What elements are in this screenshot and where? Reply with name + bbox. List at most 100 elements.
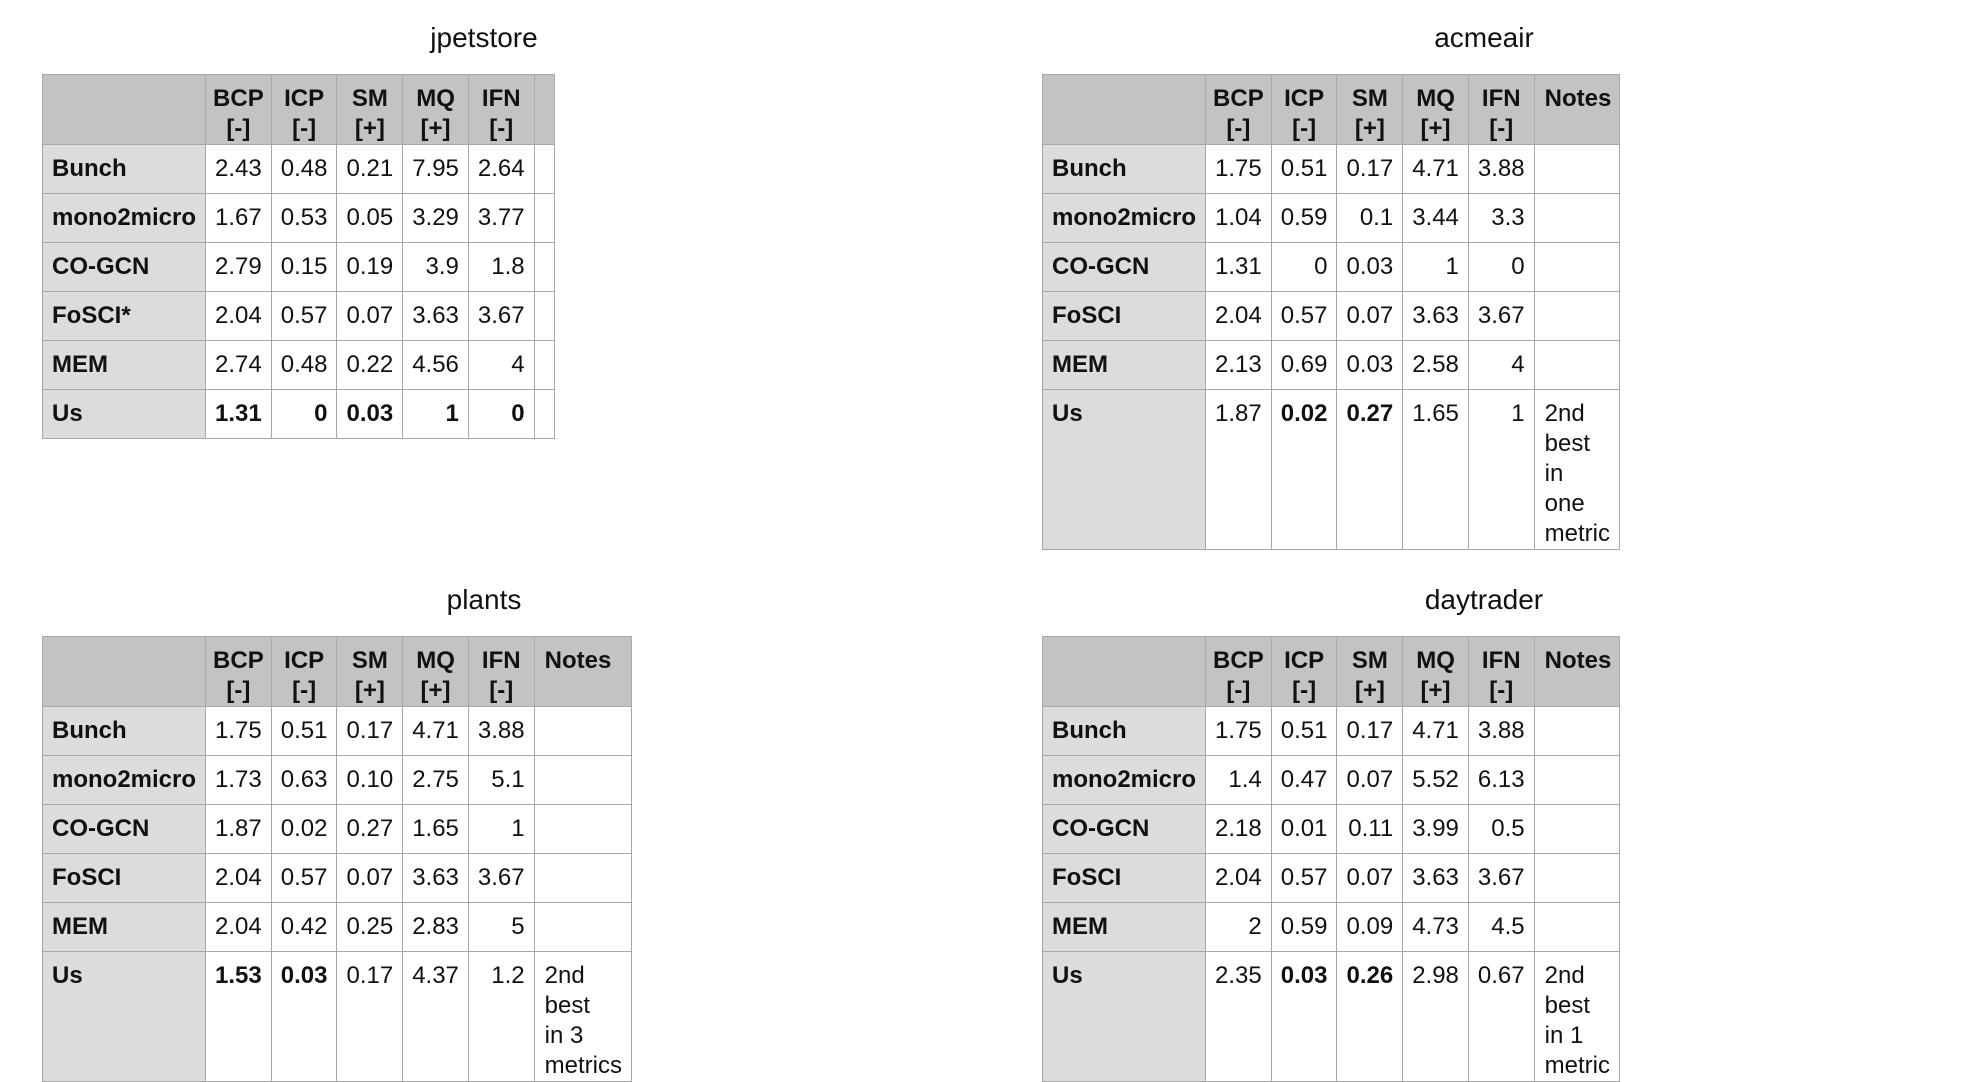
note-line: 2nd best	[544, 962, 590, 1019]
method-name: MEM	[41, 902, 207, 952]
method-name: MEM	[41, 340, 207, 390]
metric-value: 0.21	[336, 144, 404, 194]
metric-value: 2.79	[205, 242, 272, 292]
metric-value: 1	[1402, 242, 1469, 292]
metric-value: 1.31	[1205, 242, 1272, 292]
column-header: SM [+]	[1336, 74, 1404, 145]
metric-value: 0.09	[1336, 902, 1404, 952]
notes-cell	[533, 291, 555, 341]
metric-value: 0.42	[270, 902, 338, 952]
metric-value: 0.03	[1270, 951, 1338, 1082]
metric-value: 2.04	[205, 291, 272, 341]
header-corner	[41, 636, 207, 707]
table-row: Us 1.53 0.03 0.17 4.37 1.2 2nd best in 3 metrics	[41, 951, 632, 1082]
metric-value: 0.07	[336, 291, 404, 341]
metric-value: 0.47	[1270, 755, 1338, 805]
metric-value: 0	[1270, 242, 1338, 292]
column-header: IFN [-]	[1467, 636, 1535, 707]
column-header: ICP [-]	[270, 74, 338, 145]
metric-value: 3.63	[402, 853, 469, 903]
method-name: mono2micro	[1041, 193, 1207, 243]
column-header: SM [+]	[1336, 636, 1404, 707]
method-name: Us	[41, 951, 207, 1082]
metric-value: 1	[467, 804, 535, 854]
metric-value: 3.44	[1402, 193, 1469, 243]
metric-value: 1.8	[467, 242, 535, 292]
metric-value: 3.99	[1402, 804, 1469, 854]
metric-value: 2.18	[1205, 804, 1272, 854]
column-header: SM [+]	[336, 74, 404, 145]
metric-value: 1	[1467, 389, 1535, 550]
metric-value: 0.1	[1336, 193, 1404, 243]
metric-value: 0.03	[1336, 242, 1404, 292]
metric-value: 2.58	[1402, 340, 1469, 390]
metrics-table: BCP [-] ICP [-] SM [+] MQ [+] IFN [-] Notes Bu…	[1041, 636, 1620, 1082]
note-line: in 3	[544, 1022, 584, 1049]
metric-value: 1.87	[205, 804, 272, 854]
metric-value: 0.07	[1336, 853, 1404, 903]
notes-cell	[1533, 804, 1620, 854]
column-header: ICP [-]	[1270, 636, 1338, 707]
method-name: Bunch	[1041, 144, 1207, 194]
metric-value: 2.04	[205, 902, 272, 952]
header-corner	[41, 74, 207, 145]
note-line: 2nd best	[1544, 400, 1590, 457]
metric-value: 0.03	[270, 951, 338, 1082]
table-row: Us 2.35 0.03 0.26 2.98 0.67 2nd best in 1 metric	[1041, 951, 1620, 1082]
table-row: Bunch 2.43 0.48 0.21 7.95 2.64	[41, 144, 555, 194]
notes-cell	[1533, 706, 1620, 756]
table-row: CO-GCN 1.87 0.02 0.27 1.65 1	[41, 804, 632, 854]
metric-value: 0.07	[1336, 755, 1404, 805]
metric-value: 0.59	[1270, 902, 1338, 952]
header-notes: Notes	[1533, 74, 1620, 145]
metric-value: 0.01	[1270, 804, 1338, 854]
metric-value: 3.67	[1467, 853, 1535, 903]
notes-cell	[533, 706, 632, 756]
table-row: mono2micro 1.73 0.63 0.10 2.75 5.1	[41, 755, 632, 805]
metric-value: 0.53	[270, 193, 338, 243]
table-row: Bunch 1.75 0.51 0.17 4.71 3.88	[1041, 706, 1620, 756]
metric-value: 6.13	[1467, 755, 1535, 805]
method-name: Us	[41, 389, 207, 439]
column-header: IFN [-]	[467, 636, 535, 707]
notes-cell: 2nd best in 3 metrics	[533, 951, 632, 1082]
header-corner	[1041, 636, 1207, 707]
method-name: FoSCI*	[41, 291, 207, 341]
metric-value: 0	[467, 389, 535, 439]
metric-value: 0.03	[336, 389, 404, 439]
metric-value: 1.53	[205, 951, 272, 1082]
table-row: mono2micro 1.67 0.53 0.05 3.29 3.77	[41, 193, 555, 243]
metric-value: 3.29	[402, 193, 469, 243]
notes-cell	[533, 242, 555, 292]
table-row: FoSCI 2.04 0.57 0.07 3.63 3.67	[41, 853, 632, 903]
metric-value: 1.75	[1205, 144, 1272, 194]
method-name: mono2micro	[41, 193, 207, 243]
notes-cell	[533, 144, 555, 194]
metric-value: 4.71	[402, 706, 469, 756]
metric-value: 4	[1467, 340, 1535, 390]
metric-value: 0.03	[1336, 340, 1404, 390]
metric-value: 2.74	[205, 340, 272, 390]
metric-value: 0.25	[336, 902, 404, 952]
metric-value: 1.75	[1205, 706, 1272, 756]
table-title: acmeair	[1434, 22, 1534, 53]
method-name: FoSCI	[1041, 853, 1207, 903]
metric-value: 2.04	[1205, 853, 1272, 903]
header-notes: Notes	[1533, 636, 1620, 707]
notes-cell	[533, 902, 632, 952]
metric-value: 2.04	[205, 853, 272, 903]
method-name: CO-GCN	[41, 242, 207, 292]
metric-value: 0.27	[336, 804, 404, 854]
note-line: metrics	[544, 1052, 622, 1079]
method-name: Bunch	[41, 144, 207, 194]
column-header: MQ [+]	[402, 636, 469, 707]
notes-cell	[1533, 902, 1620, 952]
table-row: Us 1.31 0 0.03 1 0	[41, 389, 555, 439]
metric-value: 0.17	[336, 951, 404, 1082]
metrics-table: BCP [-] ICP [-] SM [+] MQ [+] IFN [-] Notes Bu…	[41, 636, 632, 1082]
column-header: MQ [+]	[1402, 636, 1469, 707]
metric-value: 1.75	[205, 706, 272, 756]
metric-value: 3.88	[467, 706, 535, 756]
note-line: in one	[1544, 460, 1585, 517]
metric-value: 3.3	[1467, 193, 1535, 243]
